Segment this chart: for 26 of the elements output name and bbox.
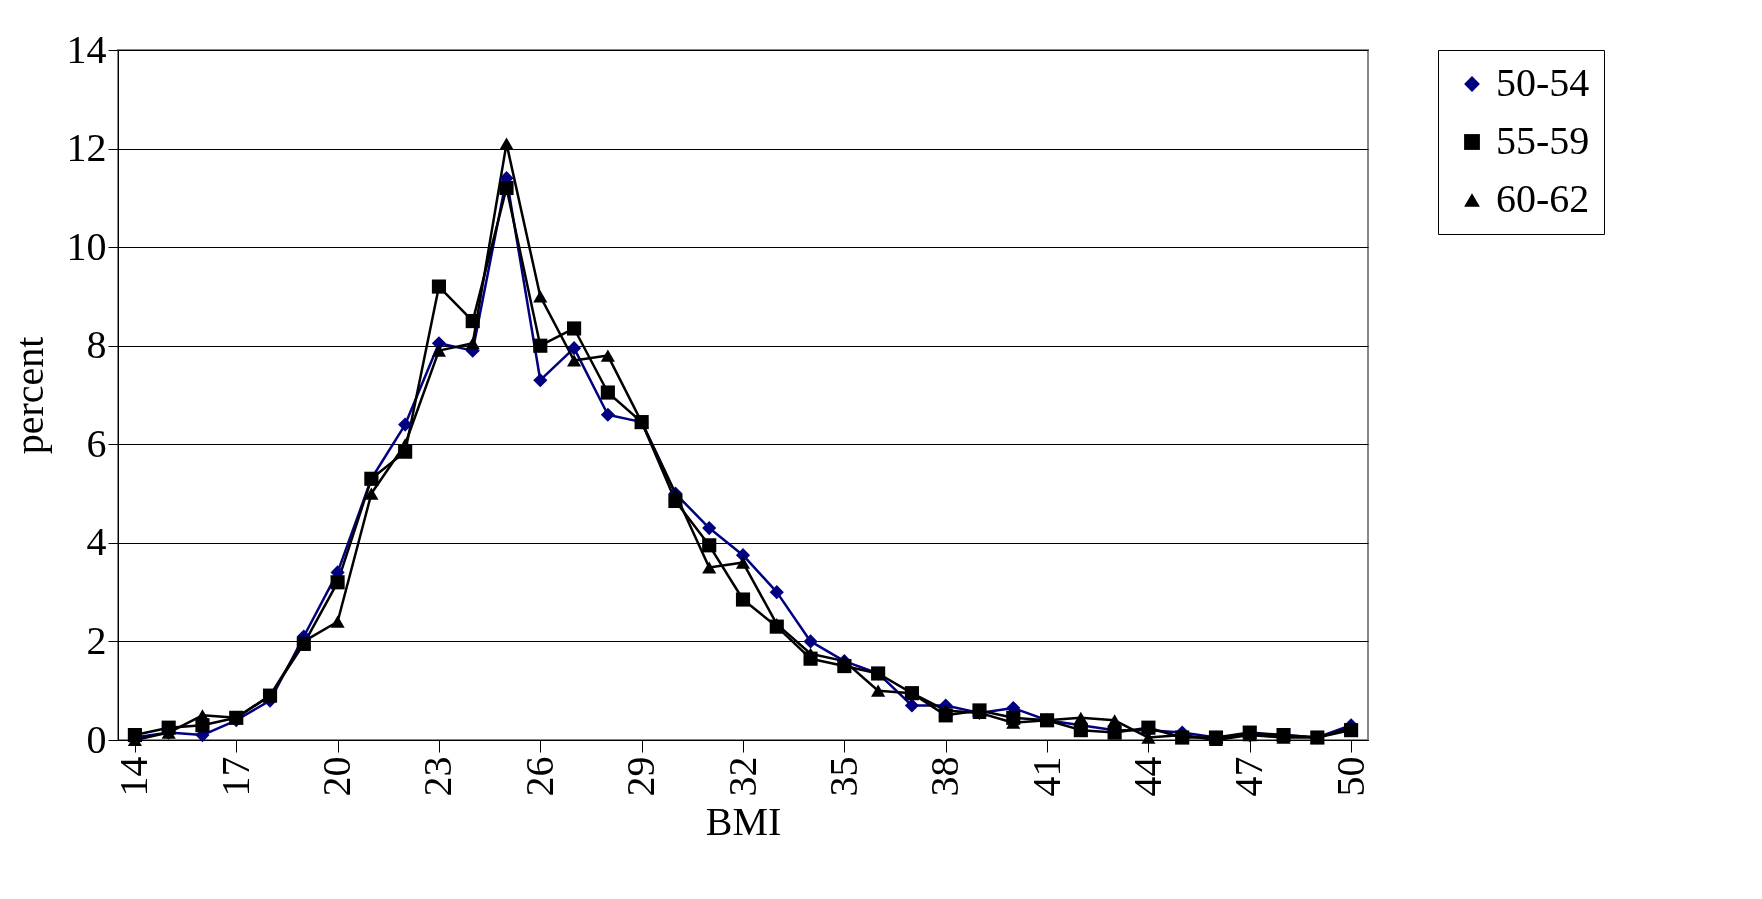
x-tick-label: 17 bbox=[212, 756, 258, 797]
x-axis-title: BMI bbox=[705, 798, 782, 844]
legend-label: 55-59 bbox=[1496, 118, 1590, 163]
y-tick-label: 6 bbox=[86, 420, 107, 466]
x-tick-label: 44 bbox=[1124, 756, 1170, 797]
x-tick-label: 38 bbox=[922, 756, 968, 797]
y-tick-label: 12 bbox=[66, 125, 107, 171]
x-tick-label: 29 bbox=[618, 756, 664, 797]
x-tick-label: 26 bbox=[516, 756, 562, 797]
y-axis-title: percent bbox=[6, 336, 52, 455]
x-tick-label: 35 bbox=[820, 756, 866, 797]
y-tick-label: 8 bbox=[86, 322, 107, 368]
x-tick-label: 50 bbox=[1327, 756, 1373, 797]
y-tick-label: 0 bbox=[86, 716, 107, 762]
y-tick-label: 4 bbox=[86, 519, 107, 565]
y-tick-label: 14 bbox=[66, 26, 107, 72]
x-tick-label: 23 bbox=[415, 756, 461, 797]
legend-label: 50-54 bbox=[1496, 60, 1590, 105]
x-tick-label: 47 bbox=[1226, 756, 1272, 797]
x-tick-label: 20 bbox=[314, 756, 360, 797]
legend-label: 60-62 bbox=[1496, 176, 1590, 221]
x-tick-label: 41 bbox=[1023, 756, 1069, 797]
y-tick-label: 10 bbox=[66, 223, 107, 269]
x-tick-label: 14 bbox=[111, 756, 157, 797]
y-tick-label: 2 bbox=[86, 617, 107, 663]
x-tick-label: 32 bbox=[719, 756, 765, 797]
